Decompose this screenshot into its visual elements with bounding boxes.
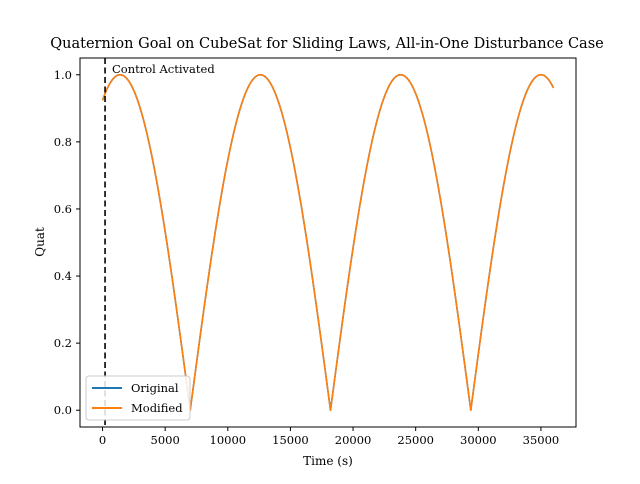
- chart-title: Quaternion Goal on CubeSat for Sliding L…: [50, 36, 603, 52]
- x-tick-label: 30000: [460, 433, 497, 447]
- y-tick-label: 1.0: [54, 68, 72, 82]
- control-activated-annotation: Control Activated: [112, 62, 215, 76]
- legend: Original Modified: [85, 375, 191, 421]
- y-tick-label: 0.2: [54, 336, 72, 350]
- y-tick-label: 0.4: [54, 269, 72, 283]
- x-tick-label: 0: [99, 433, 106, 447]
- x-tick-label: 25000: [397, 433, 434, 447]
- x-axis-label: Time (s): [303, 454, 353, 468]
- legend-label-modified: Modified: [131, 401, 183, 415]
- x-tick-label: 15000: [272, 433, 309, 447]
- plot-frame: [79, 57, 577, 428]
- x-tick-label: 20000: [335, 433, 372, 447]
- y-axis-label: Quat: [33, 227, 47, 257]
- y-axis-ticks: 0.0 0.2 0.4 0.6 0.8 1.0: [54, 68, 80, 417]
- x-tick-label: 5000: [151, 433, 180, 447]
- x-axis-ticks: 0 5000 10000 15000 20000 25000 30000 35000: [99, 427, 559, 447]
- legend-label-original: Original: [131, 381, 179, 395]
- y-tick-label: 0.0: [54, 403, 72, 417]
- y-tick-label: 0.6: [54, 202, 72, 216]
- series-layer: [101, 73, 555, 412]
- x-tick-label: 35000: [523, 433, 560, 447]
- x-tick-label: 10000: [210, 433, 247, 447]
- series-line-modified: [101, 73, 555, 412]
- y-tick-label: 0.8: [54, 135, 72, 149]
